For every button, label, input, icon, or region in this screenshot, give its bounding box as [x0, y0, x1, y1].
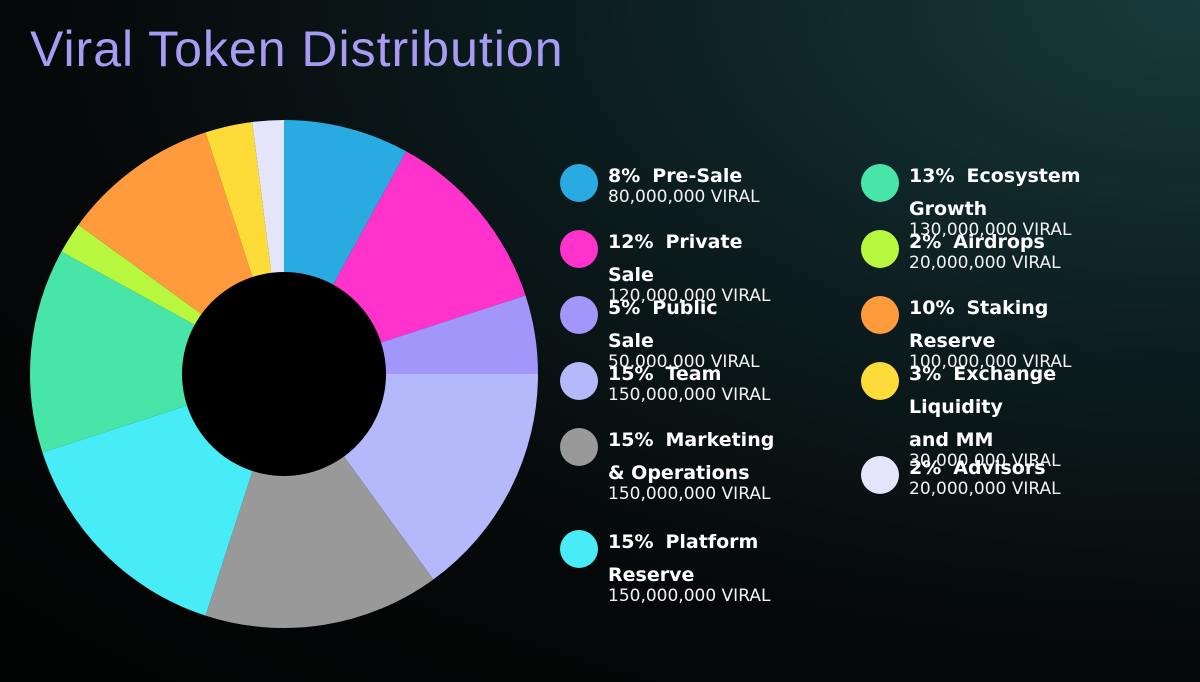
legend-name: Private Sale: [608, 231, 743, 286]
legend-amount: 30,000,000 VIRAL: [909, 451, 1061, 471]
legend-name: Exchange Liquidity and MM: [909, 363, 1057, 451]
legend-amount: 150,000,000 VIRAL: [608, 484, 771, 504]
legend-label: 15% Marketing & Operations: [608, 424, 774, 490]
legend-swatch: [560, 230, 598, 268]
legend-percent: 13%: [909, 165, 955, 187]
legend-amount: 20,000,000 VIRAL: [909, 479, 1061, 499]
legend-percent: 5%: [608, 297, 641, 319]
legend-swatch: [861, 296, 899, 334]
legend-amount: 50,000,000 VIRAL: [608, 352, 760, 372]
slice-7: [29, 251, 284, 453]
legend-percent: 2%: [909, 231, 942, 253]
legend-percent: 15%: [608, 363, 654, 385]
legend-percent: 15%: [608, 531, 654, 553]
legend-name: Airdrops: [953, 231, 1045, 253]
donut-hole: [182, 272, 386, 476]
legend-text: 5% Public Sale 50,000,000 VIRAL: [608, 292, 760, 372]
legend-text: 12% Private Sale 120,000,000 VIRAL: [608, 226, 770, 306]
legend-name: Ecosystem Growth: [909, 165, 1081, 220]
legend-label: 15% Platform Reserve: [608, 526, 770, 592]
legend-amount: 150,000,000 VIRAL: [608, 385, 771, 405]
slice-5: [205, 374, 434, 629]
legend-label: 2% Airdrops: [909, 226, 1061, 259]
legend-swatch: [560, 296, 598, 334]
legend-amount: 80,000,000 VIRAL: [608, 187, 760, 207]
legend-percent: 2%: [909, 457, 942, 479]
legend-swatch: [861, 164, 899, 202]
legend-label: 13% Ecosystem Growth: [909, 160, 1081, 226]
legend-name: Team: [665, 363, 722, 385]
legend-label: 3% Exchange Liquidity and MM: [909, 358, 1061, 457]
legend-amount: 20,000,000 VIRAL: [909, 253, 1061, 273]
legend-name: Advisors: [953, 457, 1046, 479]
legend-name: Public Sale: [608, 297, 718, 352]
chart-title: Viral Token Distribution: [30, 21, 564, 77]
legend-label: 8% Pre-Sale: [608, 160, 760, 193]
legend-text: 15% Platform Reserve 150,000,000 VIRAL: [608, 526, 770, 606]
legend-amount: 120,000,000 VIRAL: [608, 286, 771, 306]
legend-percent: 3%: [909, 363, 942, 385]
legend-text: 10% Staking Reserve 100,000,000 VIRAL: [909, 292, 1071, 372]
legend-percent: 8%: [608, 165, 641, 187]
legend-amount: 100,000,000 VIRAL: [909, 352, 1072, 372]
legend-name: Marketing & Operations: [608, 429, 775, 484]
legend-percent: 12%: [608, 231, 654, 253]
legend-swatch: [861, 362, 899, 400]
legend-text: 15% Team 150,000,000 VIRAL: [608, 358, 770, 405]
legend-text: 8% Pre-Sale 80,000,000 VIRAL: [608, 160, 760, 207]
legend-amount: 150,000,000 VIRAL: [608, 586, 771, 606]
legend-text: 3% Exchange Liquidity and MM 30,000,000 VI…: [909, 358, 1061, 471]
legend-swatch: [560, 362, 598, 400]
legend-text: 13% Ecosystem Growth 130,000,000 VIRAL: [909, 160, 1081, 240]
legend-swatch: [861, 456, 899, 494]
legend-swatch: [560, 428, 598, 466]
legend-swatch: [560, 164, 598, 202]
legend-percent: 10%: [909, 297, 955, 319]
legend-label: 15% Team: [608, 358, 770, 391]
legend-text: 2% Advisors 20,000,000 VIRAL: [909, 452, 1061, 499]
donut-chart: [29, 119, 538, 629]
legend-swatch: [560, 530, 598, 568]
legend-label: 2% Advisors: [909, 452, 1061, 485]
legend-percent: 15%: [608, 429, 654, 451]
legend-name: Staking Reserve: [909, 297, 1049, 352]
legend-label: 12% Private Sale: [608, 226, 770, 292]
legend-text: 15% Marketing & Operations 150,000,000 VIR…: [608, 424, 774, 504]
legend-name: Platform Reserve: [608, 531, 759, 586]
legend-text: 2% Airdrops 20,000,000 VIRAL: [909, 226, 1061, 273]
legend-label: 5% Public Sale: [608, 292, 760, 358]
legend-swatch: [861, 230, 899, 268]
legend-name: Pre-Sale: [652, 165, 743, 187]
legend-amount: 130,000,000 VIRAL: [909, 220, 1072, 240]
legend-label: 10% Staking Reserve: [909, 292, 1071, 358]
